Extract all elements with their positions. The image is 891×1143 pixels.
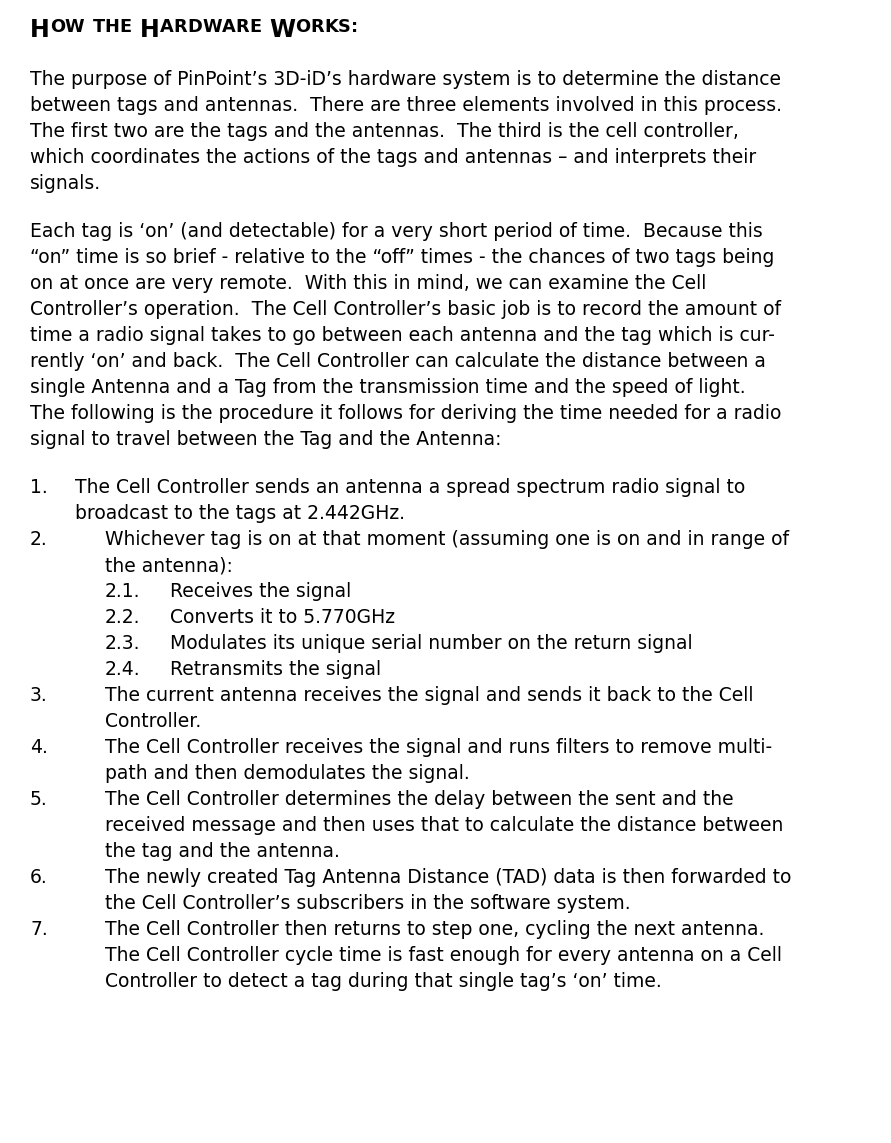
Text: K: K	[324, 18, 338, 35]
Text: 5.: 5.	[30, 790, 48, 809]
Text: The Cell Controller sends an antenna a spread spectrum radio signal to: The Cell Controller sends an antenna a s…	[75, 478, 745, 497]
Text: The newly created Tag Antenna Distance (TAD) data is then forwarded to: The newly created Tag Antenna Distance (…	[105, 868, 791, 887]
Text: A: A	[222, 18, 235, 35]
Text: Retransmits the signal: Retransmits the signal	[170, 660, 381, 679]
Text: The following is the procedure it follows for deriving the time needed for a rad: The following is the procedure it follow…	[30, 403, 781, 423]
Text: S: S	[338, 18, 351, 35]
Text: Whichever tag is on at that moment (assuming one is on and in range of: Whichever tag is on at that moment (assu…	[105, 530, 789, 549]
Text: W: W	[65, 18, 85, 35]
Text: The Cell Controller receives the signal and runs filters to remove multi-: The Cell Controller receives the signal …	[105, 738, 772, 757]
Text: Converts it to 5.770GHz: Converts it to 5.770GHz	[170, 608, 395, 628]
Text: 2.4.: 2.4.	[105, 660, 141, 679]
Text: :: :	[351, 18, 358, 35]
Text: The Cell Controller determines the delay between the sent and the: The Cell Controller determines the delay…	[105, 790, 733, 809]
Text: rently ‘on’ and back.  The Cell Controller can calculate the distance between a: rently ‘on’ and back. The Cell Controlle…	[30, 352, 766, 371]
Text: 7.: 7.	[30, 920, 48, 940]
Text: the tag and the antenna.: the tag and the antenna.	[105, 842, 339, 861]
Text: O: O	[50, 18, 65, 35]
Text: H: H	[30, 18, 50, 42]
Text: 2.2.: 2.2.	[105, 608, 141, 628]
Text: 4.: 4.	[30, 738, 48, 757]
Text: signal to travel between the Tag and the Antenna:: signal to travel between the Tag and the…	[30, 430, 502, 449]
Text: Controller’s operation.  The Cell Controller’s basic job is to record the amount: Controller’s operation. The Cell Control…	[30, 299, 781, 319]
Text: R: R	[174, 18, 187, 35]
Text: E: E	[119, 18, 132, 35]
Text: Controller to detect a tag during that single tag’s ‘on’ time.: Controller to detect a tag during that s…	[105, 972, 662, 991]
Text: R: R	[235, 18, 249, 35]
Text: the Cell Controller’s subscribers in the software system.: the Cell Controller’s subscribers in the…	[105, 894, 631, 913]
Text: 3.: 3.	[30, 686, 48, 705]
Text: The Cell Controller cycle time is fast enough for every antenna on a Cell: The Cell Controller cycle time is fast e…	[105, 946, 782, 965]
Text: Modulates its unique serial number on the return signal: Modulates its unique serial number on th…	[170, 634, 692, 653]
Text: 2.1.: 2.1.	[105, 582, 141, 601]
Text: W: W	[269, 18, 296, 42]
Text: Controller.: Controller.	[105, 712, 201, 732]
Text: which coordinates the actions of the tags and antennas – and interprets their: which coordinates the actions of the tag…	[30, 147, 756, 167]
Text: broadcast to the tags at 2.442GHz.: broadcast to the tags at 2.442GHz.	[75, 504, 405, 523]
Text: The first two are the tags and the antennas.  The third is the cell controller,: The first two are the tags and the anten…	[30, 122, 739, 141]
Text: 2.: 2.	[30, 530, 48, 549]
Text: time a radio signal takes to go between each antenna and the tag which is cur-: time a radio signal takes to go between …	[30, 326, 775, 345]
Text: T: T	[93, 18, 105, 35]
Text: H: H	[105, 18, 119, 35]
Text: 1.: 1.	[30, 478, 48, 497]
Text: path and then demodulates the signal.: path and then demodulates the signal.	[105, 764, 470, 783]
Text: single Antenna and a Tag from the transmission time and the speed of light.: single Antenna and a Tag from the transm…	[30, 378, 746, 397]
Text: between tags and antennas.  There are three elements involved in this process.: between tags and antennas. There are thr…	[30, 96, 782, 115]
Text: R: R	[310, 18, 324, 35]
Text: D: D	[187, 18, 202, 35]
Text: O: O	[296, 18, 310, 35]
Text: the antenna):: the antenna):	[105, 555, 233, 575]
Text: The purpose of PinPoint’s 3D-iD’s hardware system is to determine the distance: The purpose of PinPoint’s 3D-iD’s hardwa…	[30, 70, 781, 89]
Text: “on” time is so brief - relative to the “off” times - the chances of two tags be: “on” time is so brief - relative to the …	[30, 248, 774, 267]
Text: W: W	[202, 18, 222, 35]
Text: signals.: signals.	[30, 174, 101, 193]
Text: received message and then uses that to calculate the distance between: received message and then uses that to c…	[105, 816, 783, 836]
Text: E: E	[249, 18, 261, 35]
Text: on at once are very remote.  With this in mind, we can examine the Cell: on at once are very remote. With this in…	[30, 274, 707, 293]
Text: A: A	[159, 18, 174, 35]
Text: Each tag is ‘on’ (and detectable) for a very short period of time.  Because this: Each tag is ‘on’ (and detectable) for a …	[30, 222, 763, 241]
Text: 6.: 6.	[30, 868, 48, 887]
Text: The current antenna receives the signal and sends it back to the Cell: The current antenna receives the signal …	[105, 686, 754, 705]
Text: Receives the signal: Receives the signal	[170, 582, 351, 601]
Text: The Cell Controller then returns to step one, cycling the next antenna.: The Cell Controller then returns to step…	[105, 920, 764, 940]
Text: H: H	[140, 18, 159, 42]
Text: 2.3.: 2.3.	[105, 634, 141, 653]
